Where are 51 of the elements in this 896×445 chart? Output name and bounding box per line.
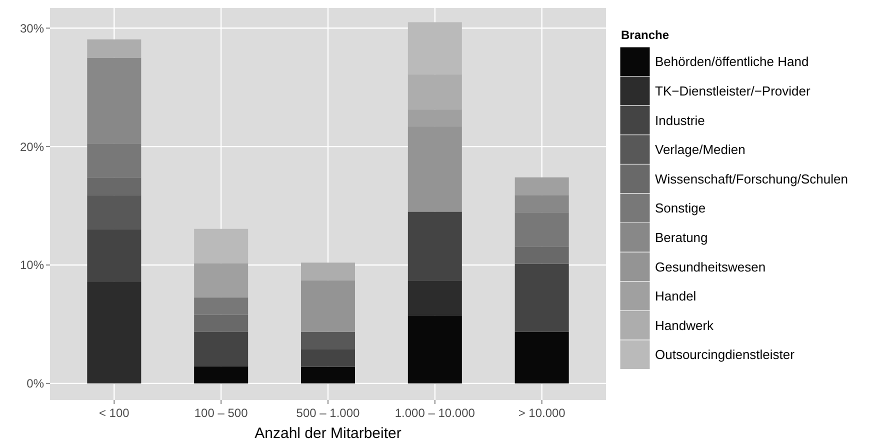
legend-label: Handel — [655, 288, 696, 304]
bar — [408, 280, 462, 316]
bar — [87, 39, 142, 58]
x-tick-label: > 10.000 — [518, 406, 566, 420]
legend-label: Outsourcingdienstleister — [655, 347, 796, 362]
bar — [408, 212, 462, 281]
legend-label: Handwerk — [655, 318, 714, 333]
y-tick-label: 10% — [20, 258, 44, 272]
bar — [301, 332, 355, 350]
legend-title: Branche — [621, 28, 670, 42]
legend-label: TK−Dienstleister/−Provider — [655, 84, 812, 98]
x-tick-label: 500 – 1.000 — [296, 406, 360, 420]
bar — [87, 195, 142, 230]
bar — [194, 332, 248, 366]
bar — [301, 280, 355, 332]
bar — [194, 366, 248, 384]
legend-label: Industrie — [655, 112, 705, 128]
y-tick-label: 20% — [20, 140, 44, 154]
legend-label: Sonstige — [655, 200, 706, 216]
y-tick-label: 30% — [20, 21, 44, 36]
bar — [301, 366, 355, 384]
bar — [194, 314, 248, 332]
bar — [87, 178, 142, 196]
bar — [194, 228, 248, 264]
bar — [408, 74, 462, 110]
bar — [301, 262, 355, 280]
bar — [87, 282, 142, 384]
bar — [194, 263, 248, 298]
bar — [514, 264, 569, 332]
bar — [514, 332, 569, 384]
x-tick-label: 1.000 – 10.000 — [394, 406, 476, 420]
bar — [408, 22, 462, 74]
legend-label: Gesundheitswesen — [655, 259, 766, 274]
bar — [408, 315, 462, 384]
bar — [194, 298, 248, 315]
legend-label: Wissenschaft/Forschung/Schulen — [655, 171, 848, 186]
y-tick-label: 0% — [26, 376, 44, 391]
legend-label: Beratung — [655, 230, 708, 245]
bar — [87, 229, 142, 282]
bar — [514, 177, 569, 196]
bar — [514, 246, 569, 264]
bar — [87, 58, 142, 144]
bar — [514, 195, 569, 212]
legend-label: Behörden/öffentliche Hand — [655, 54, 809, 70]
bar — [514, 212, 569, 247]
bar — [87, 144, 142, 178]
x-tick-label: < 100 — [98, 406, 130, 420]
legend-label: Verlage/Medien — [655, 142, 746, 158]
x-tick-label: 100 – 500 — [194, 406, 248, 420]
bar — [301, 349, 355, 367]
x-axis-title: Anzahl der Mitarbeiter — [254, 425, 402, 442]
